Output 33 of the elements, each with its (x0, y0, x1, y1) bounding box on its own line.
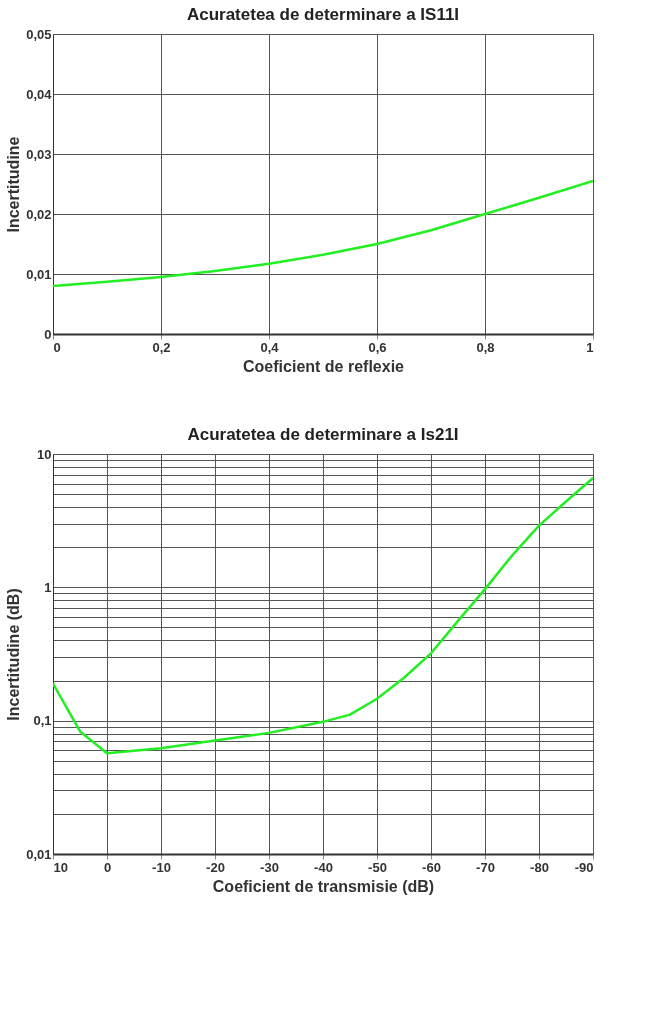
y-tick-label: 10 (37, 446, 52, 462)
y-tick-label: 1 (44, 579, 52, 595)
y-tick-label: 0,03 (26, 146, 52, 162)
x-tick-label: 0 (103, 859, 112, 875)
x-tick-label: 0,2 (152, 339, 171, 355)
x-tick-label: -10 (152, 859, 171, 875)
y-tick-label: 0,05 (26, 26, 52, 42)
x-tick-label: -70 (476, 859, 495, 875)
y-axis-title: Incertitudine (dB) (5, 588, 23, 721)
x-tick-label: 1 (586, 339, 594, 355)
x-tick-label: -40 (314, 859, 333, 875)
x-tick-label: -30 (260, 859, 279, 875)
y-tick-label: 0,02 (26, 206, 52, 222)
line-series (53, 179, 593, 288)
x-tick-label: 0,4 (260, 339, 280, 355)
y-tick-label: 0,01 (26, 266, 52, 282)
y-tick-label: 0 (44, 326, 52, 342)
x-axis-title: Coeficient de reflexie (243, 357, 405, 375)
x-tick-label: -60 (422, 859, 441, 875)
chart-title: Acuratetea de determinare a Is21I (187, 425, 459, 444)
y-tick-label: 0,1 (33, 713, 52, 729)
y-tick-label: 0,01 (26, 846, 52, 862)
line-series (53, 476, 593, 755)
chart-title: Acuratetea de determinare a IS11I (186, 5, 460, 24)
x-tick-label: 0,8 (476, 339, 495, 355)
x-tick-label: -90 (574, 859, 594, 875)
x-tick-label: 0,6 (368, 339, 387, 355)
x-tick-label: -50 (368, 859, 387, 875)
x-tick-label: -20 (206, 859, 225, 875)
y-tick-label: 0,04 (26, 86, 53, 102)
x-tick-label: -80 (530, 859, 549, 875)
x-axis-title: Coeficient de transmisie (dB) (212, 877, 435, 895)
y-axis-title: Incertitudine (5, 136, 23, 233)
